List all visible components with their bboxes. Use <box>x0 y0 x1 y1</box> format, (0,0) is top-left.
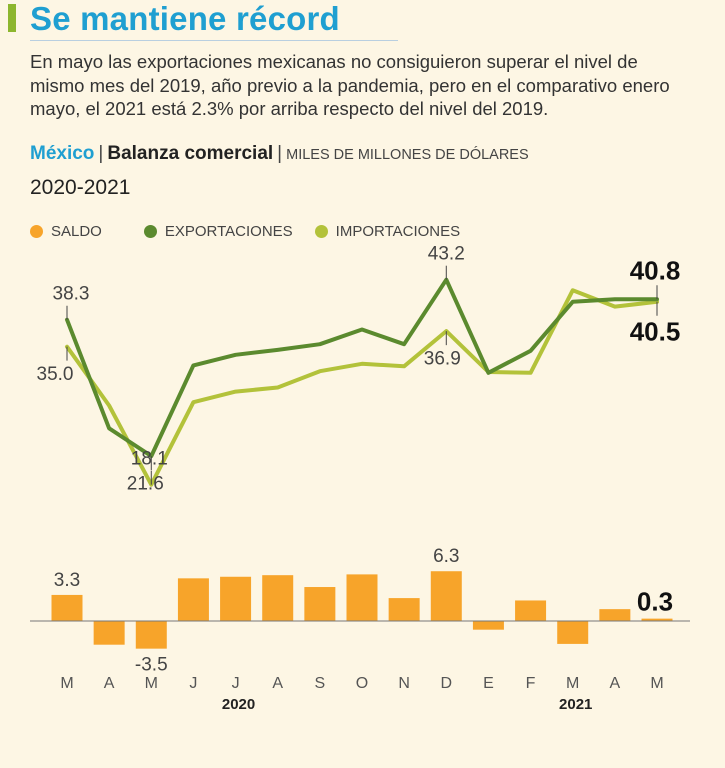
year-label: 2020 <box>222 696 255 713</box>
saldo-bar <box>515 600 547 621</box>
saldo-bar <box>220 576 252 621</box>
legend-item-importaciones: IMPORTACIONES <box>314 222 461 240</box>
saldo-bar <box>135 621 167 649</box>
line-data-label: 38.3 <box>53 284 90 305</box>
bar-data-label: -3.5 <box>135 655 168 676</box>
legend-label-importaciones: IMPORTACIONES <box>335 222 461 240</box>
legend-dot-saldo <box>30 224 43 238</box>
line-data-label: 35.0 <box>37 364 74 385</box>
line-data-label: 36.9 <box>424 348 461 369</box>
x-tick-label: O <box>356 675 368 692</box>
chart-subtitle: México | Balanza comercial | MILES DE MILLON… <box>30 143 529 165</box>
chart-legend: SALDO EXPORTACIONES IMPORTACIONES <box>30 220 482 242</box>
x-tick-label: E <box>483 675 494 692</box>
bar-data-label: 3.3 <box>54 570 80 591</box>
x-tick-label: J <box>189 675 197 692</box>
saldo-bar <box>641 618 673 621</box>
legend-dot-importaciones <box>314 224 328 238</box>
legend-dot-exportaciones <box>143 224 157 238</box>
chart-title: Balanza comercial <box>107 143 274 164</box>
year-label: 2021 <box>559 696 592 713</box>
country-label: México <box>30 143 95 164</box>
title-accent-bar <box>8 4 16 32</box>
line-data-label: 18.1 <box>131 449 168 470</box>
legend-item-exportaciones: EXPORTACIONES <box>143 222 293 240</box>
subtitle-separator: | <box>277 143 283 164</box>
x-tick-label: J <box>232 675 240 692</box>
saldo-bar <box>388 598 420 621</box>
x-tick-label: M <box>566 675 579 692</box>
page-title: Se mantiene récord <box>30 0 340 37</box>
legend-label-saldo: SALDO <box>51 222 102 240</box>
legend-label-exportaciones: EXPORTACIONES <box>164 222 293 240</box>
line-data-label: 40.8 <box>630 255 681 285</box>
x-tick-label: A <box>104 675 115 692</box>
x-tick-label: M <box>650 675 663 692</box>
x-tick-label: A <box>610 675 621 692</box>
saldo-bar <box>51 594 83 621</box>
saldo-bar <box>262 575 294 621</box>
x-tick-label: D <box>441 675 453 692</box>
saldo-bar <box>430 571 462 621</box>
legend-item-saldo: SALDO <box>30 223 102 240</box>
units-label: MILES DE MILLONES DE DÓLARES <box>286 147 529 163</box>
saldo-bar <box>177 578 209 621</box>
exportaciones-line <box>65 277 659 459</box>
saldo-bar <box>599 609 631 621</box>
line-data-label: 21.6 <box>127 473 164 494</box>
saldo-bar <box>93 621 125 645</box>
x-tick-label: S <box>315 675 326 692</box>
x-tick-label: M <box>60 675 73 692</box>
line-data-label: 40.5 <box>630 317 681 347</box>
line-data-label: 43.2 <box>428 244 465 265</box>
subtitle-separator: | <box>98 143 104 164</box>
saldo-bar <box>472 621 504 630</box>
x-tick-label: A <box>272 675 283 692</box>
saldo-bar <box>304 587 336 621</box>
bar-data-label: 6.3 <box>433 546 459 567</box>
x-tick-label: F <box>526 675 536 692</box>
x-tick-label: N <box>398 675 410 692</box>
title-divider <box>30 40 398 41</box>
intro-text: En mayo las exportaciones mexicanas no c… <box>30 51 670 119</box>
bar-data-label: 0.3 <box>637 587 673 617</box>
period-label: 2020-2021 <box>30 176 131 199</box>
saldo-bar <box>557 621 589 644</box>
x-tick-label: M <box>145 675 158 692</box>
saldo-bar <box>346 574 378 621</box>
